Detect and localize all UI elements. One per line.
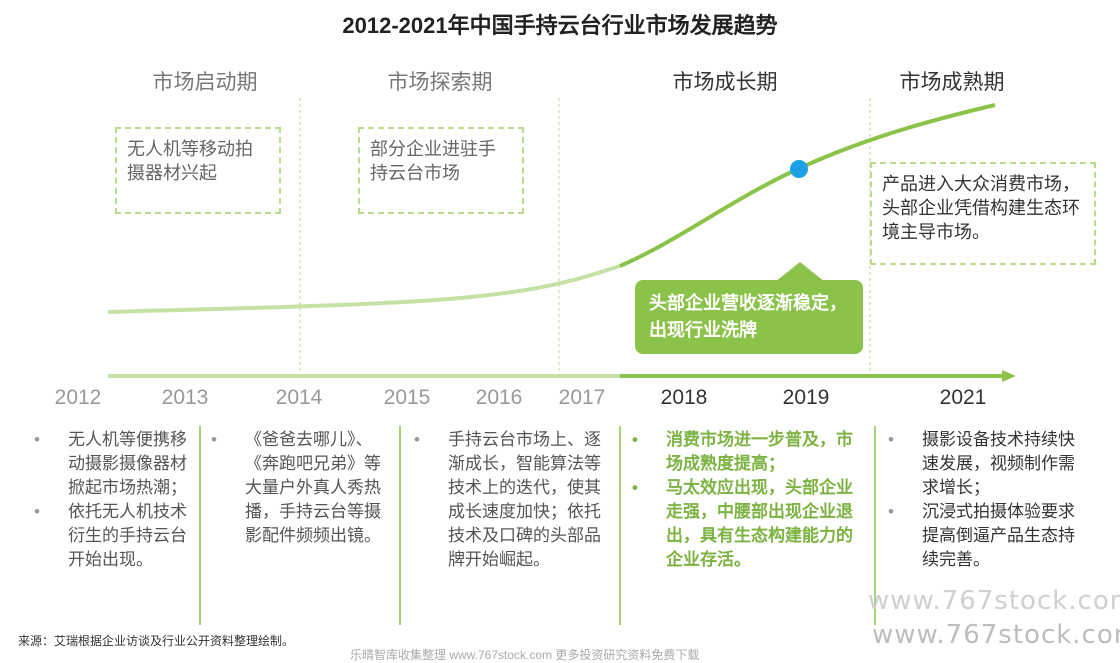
timeline-arrowhead <box>1002 370 1016 382</box>
note-explore: 部分企业进驻手持云台市场 <box>358 127 524 214</box>
watermark-faint: www.767stock.com <box>868 586 1120 616</box>
list-item: 《爸爸去哪儿》、《奔跑吧兄弟》等大量户外真人秀热播，手持云台等摄影配件频频出镜。 <box>205 428 395 548</box>
callout-pointer <box>775 262 825 282</box>
year-2021: 2021 <box>939 386 987 409</box>
column-2012-2013: 无人机等便携移动摄影摄像器材掀起市场热潮； 依托无人机技术衍生的手持云台开始出现… <box>28 428 196 572</box>
growth-curve-early <box>107 264 621 314</box>
year-2012: 2012 <box>54 386 102 409</box>
column-2018-2019: 消费市场进一步普及，市场成熟度提高； 马太效应出现，头部企业走强，中腰部出现企业… <box>626 428 858 572</box>
milestone-dot <box>790 160 808 178</box>
list-item: 依托无人机技术衍生的手持云台开始出现。 <box>28 500 196 572</box>
year-2013: 2013 <box>161 386 209 409</box>
source-note: 来源：艾瑞根据企业访谈及行业公开资料整理绘制。 <box>18 634 295 648</box>
note-startup: 无人机等移动拍摄器材兴起 <box>115 127 281 214</box>
note-mature: 产品进入大众消费市场，头部企业凭借构建生态环境主导市场。 <box>870 162 1096 265</box>
year-2018: 2018 <box>660 386 708 409</box>
phase-explore: 市场探索期 <box>387 71 493 94</box>
phase-mature: 市场成熟期 <box>899 71 1005 94</box>
page-title: 2012-2021年中国手持云台行业市场发展趋势 <box>342 13 778 38</box>
year-2017: 2017 <box>558 386 606 409</box>
year-2016: 2016 <box>475 386 523 409</box>
highlight-callout: 头部企业营收逐渐稳定，出现行业洗牌 <box>635 280 863 354</box>
list-item: 摄影设备技术持续快速发展，视频制作需求增长； <box>882 428 1078 500</box>
list-item: 消费市场进一步普及，市场成熟度提高； <box>626 428 858 476</box>
year-2014: 2014 <box>275 386 323 409</box>
year-2015: 2015 <box>383 386 431 409</box>
column-2016-2017: 手持云台市场上、逐渐成长，智能算法等技术上的迭代，使其成长速度加快；依托技术及口… <box>408 428 608 572</box>
phase-growth: 市场成长期 <box>672 71 778 94</box>
column-2014-2015: 《爸爸去哪儿》、《奔跑吧兄弟》等大量户外真人秀热播，手持云台等摄影配件频频出镜。 <box>205 428 395 548</box>
list-item: 无人机等便携移动摄影摄像器材掀起市场热潮； <box>28 428 196 500</box>
column-2021: 摄影设备技术持续快速发展，视频制作需求增长； 沉浸式拍摄体验要求提高倒逼产品生态… <box>882 428 1078 572</box>
phase-startup: 市场启动期 <box>152 71 258 94</box>
list-item: 马太效应出现，头部企业走强，中腰部出现企业退出，具有生态构建能力的企业存活。 <box>626 476 858 572</box>
list-item: 沉浸式拍摄体验要求提高倒逼产品生态持续完善。 <box>882 500 1078 572</box>
list-item: 手持云台市场上、逐渐成长，智能算法等技术上的迭代，使其成长速度加快；依托技术及口… <box>408 428 608 572</box>
watermark: www.767stock.com <box>872 620 1120 650</box>
year-2019: 2019 <box>782 386 830 409</box>
